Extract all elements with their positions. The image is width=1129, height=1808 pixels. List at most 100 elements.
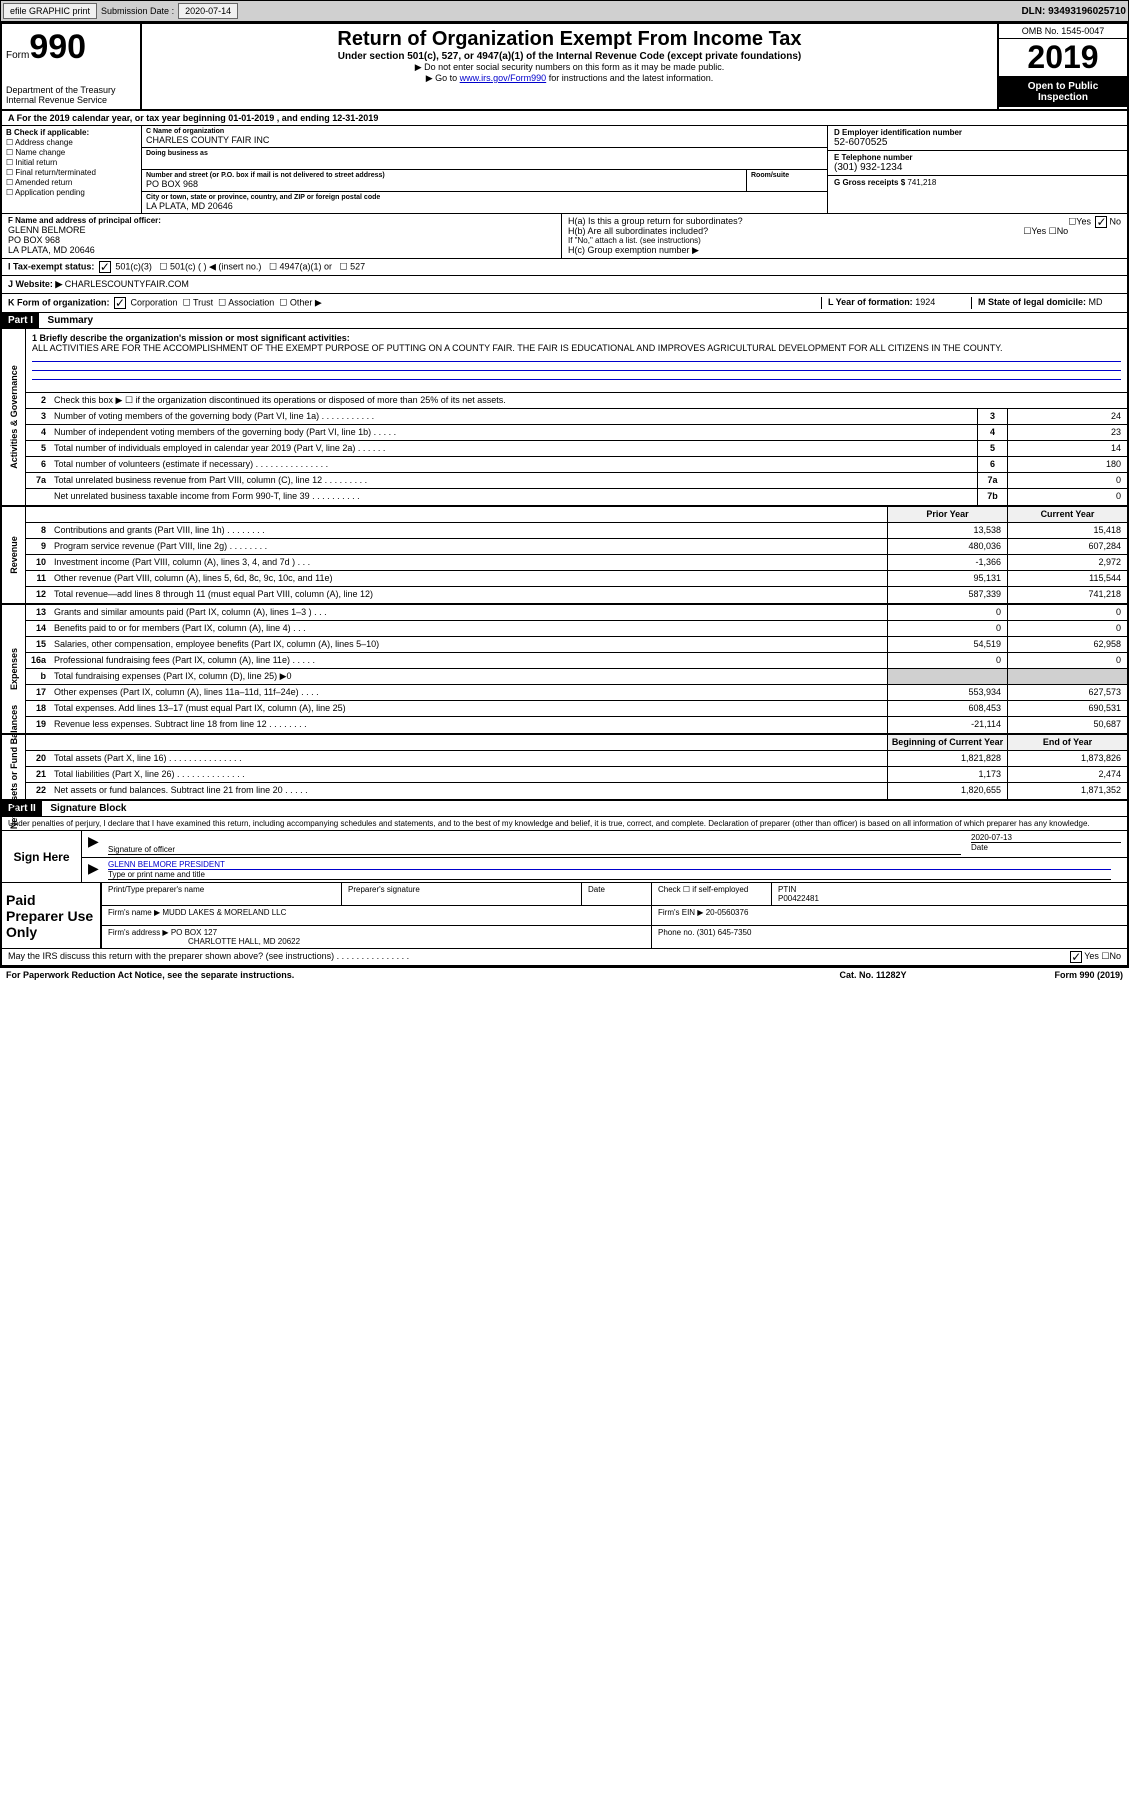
summary-line: 11Other revenue (Part VIII, column (A), … bbox=[26, 571, 1127, 587]
side-revenue: Revenue bbox=[9, 536, 19, 574]
year-formed: 1924 bbox=[915, 297, 935, 307]
efile-badge: efile GRAPHIC print bbox=[3, 3, 97, 19]
page-footer: For Paperwork Reduction Act Notice, see … bbox=[0, 968, 1129, 982]
preparer-date-label: Date bbox=[582, 883, 652, 905]
topbar: efile GRAPHIC print Submission Date : 20… bbox=[0, 0, 1129, 22]
dln: DLN: 93493196025710 bbox=[1021, 6, 1126, 17]
org-name: CHARLES COUNTY FAIR INC bbox=[146, 135, 823, 145]
ein-label: D Employer identification number bbox=[834, 128, 1121, 137]
summary-line: 17Other expenses (Part IX, column (A), l… bbox=[26, 685, 1127, 701]
summary-line: 13Grants and similar amounts paid (Part … bbox=[26, 605, 1127, 621]
summary-line: 20Total assets (Part X, line 16) . . . .… bbox=[26, 751, 1127, 767]
sign-here-block: Sign Here ▶ Signature of officer 2020-07… bbox=[2, 831, 1127, 883]
chk-app-pending[interactable]: ☐ Application pending bbox=[6, 188, 137, 197]
chk-corporation[interactable] bbox=[114, 297, 126, 309]
firm-addr2: CHARLOTTE HALL, MD 20622 bbox=[108, 937, 300, 946]
discuss-row: May the IRS discuss this return with the… bbox=[2, 949, 1127, 966]
summary-line: 3Number of voting members of the governi… bbox=[26, 409, 1127, 425]
form-number: 990 bbox=[29, 28, 86, 67]
chk-final-return[interactable]: ☐ Final return/terminated bbox=[6, 168, 137, 177]
summary-line: 22Net assets or fund balances. Subtract … bbox=[26, 783, 1127, 799]
header-right: OMB No. 1545-0047 2019 Open to Public In… bbox=[997, 24, 1127, 109]
summary-line: 12Total revenue—add lines 8 through 11 (… bbox=[26, 587, 1127, 603]
firm-ein: 20-0560376 bbox=[706, 908, 749, 917]
summary-line: 19Revenue less expenses. Subtract line 1… bbox=[26, 717, 1127, 733]
tax-period-row: A For the 2019 calendar year, or tax yea… bbox=[2, 111, 1127, 126]
summary-line: 14Benefits paid to or for members (Part … bbox=[26, 621, 1127, 637]
sign-here-label: Sign Here bbox=[2, 831, 82, 882]
summary-line: 8Contributions and grants (Part VIII, li… bbox=[26, 523, 1127, 539]
room-label: Room/suite bbox=[751, 172, 823, 179]
summary-line: 5Total number of individuals employed in… bbox=[26, 441, 1127, 457]
chk-name-change[interactable]: ☐ Name change bbox=[6, 148, 137, 157]
form-title: Return of Organization Exempt From Incom… bbox=[146, 28, 993, 51]
discuss-yes[interactable] bbox=[1070, 951, 1082, 963]
chk-501c3[interactable] bbox=[99, 261, 111, 273]
sig-officer-label: Signature of officer bbox=[108, 845, 961, 854]
header-middle: Return of Organization Exempt From Incom… bbox=[142, 24, 997, 109]
form-header: Form 990 Department of the Treasury Inte… bbox=[2, 24, 1127, 111]
section-c: C Name of organization CHARLES COUNTY FA… bbox=[142, 126, 827, 213]
gross-receipts-label: G Gross receipts $ bbox=[834, 178, 905, 187]
revenue-section: Revenue Prior Year Current Year 8Contrib… bbox=[2, 507, 1127, 605]
officer-addr2: LA PLATA, MD 20646 bbox=[8, 245, 555, 255]
ha-label: H(a) Is this a group return for subordin… bbox=[568, 216, 743, 226]
firm-phone: (301) 645-7350 bbox=[697, 928, 752, 937]
section-klm: K Form of organization: Corporation ☐ Tr… bbox=[2, 294, 1127, 313]
side-governance: Activities & Governance bbox=[9, 365, 19, 469]
section-h: H(a) Is this a group return for subordin… bbox=[562, 214, 1127, 258]
form-note-ssn: ▶ Do not enter social security numbers o… bbox=[146, 62, 993, 73]
form-org-label: K Form of organization: bbox=[8, 297, 110, 307]
paperwork-notice: For Paperwork Reduction Act Notice, see … bbox=[6, 970, 773, 980]
state-domicile: MD bbox=[1089, 297, 1103, 307]
summary-line: 16aProfessional fundraising fees (Part I… bbox=[26, 653, 1127, 669]
summary-line: 7aTotal unrelated business revenue from … bbox=[26, 473, 1127, 489]
chk-amended-return[interactable]: ☐ Amended return bbox=[6, 178, 137, 187]
paid-preparer-block: Paid Preparer Use Only Print/Type prepar… bbox=[2, 883, 1127, 949]
city-label: City or town, state or province, country… bbox=[146, 194, 823, 201]
ptin: P00422481 bbox=[778, 894, 1121, 903]
gross-receipts-value: 741,218 bbox=[907, 178, 936, 187]
ein-value: 52-6070525 bbox=[834, 137, 1121, 148]
tax-year: 2019 bbox=[999, 39, 1127, 77]
prior-year-header: Prior Year bbox=[887, 507, 1007, 522]
chk-address-change[interactable]: ☐ Address change bbox=[6, 138, 137, 147]
summary-line: 18Total expenses. Add lines 13–17 (must … bbox=[26, 701, 1127, 717]
open-to-public: Open to Public Inspection bbox=[999, 77, 1127, 107]
officer-name: GLENN BELMORE bbox=[8, 225, 555, 235]
address: PO BOX 968 bbox=[146, 179, 742, 189]
dba-label: Doing business as bbox=[146, 150, 823, 157]
summary-line: 4Number of independent voting members of… bbox=[26, 425, 1127, 441]
org-name-label: C Name of organization bbox=[146, 128, 823, 135]
ha-no-checkbox[interactable] bbox=[1095, 216, 1107, 228]
self-employed-check[interactable]: Check ☐ if self-employed bbox=[652, 883, 772, 905]
telephone-value: (301) 932-1234 bbox=[834, 162, 1121, 173]
hc-label: H(c) Group exemption number ▶ bbox=[568, 245, 1121, 256]
address-label: Number and street (or P.O. box if mail i… bbox=[146, 172, 742, 179]
summary-line: 6Total number of volunteers (estimate if… bbox=[26, 457, 1127, 473]
city: LA PLATA, MD 20646 bbox=[146, 201, 823, 211]
header-left: Form 990 Department of the Treasury Inte… bbox=[2, 24, 142, 109]
telephone-label: E Telephone number bbox=[834, 153, 1121, 162]
firm-addr: PO BOX 127 bbox=[171, 928, 217, 937]
hb-label: H(b) Are all subordinates included? bbox=[568, 226, 708, 236]
mission-text: ALL ACTIVITIES ARE FOR THE ACCOMPLISHMEN… bbox=[32, 343, 1121, 353]
end-year-header: End of Year bbox=[1007, 735, 1127, 750]
summary-line: 9Program service revenue (Part VIII, lin… bbox=[26, 539, 1127, 555]
part-ii-header: Part II Signature Block bbox=[2, 801, 1127, 817]
preparer-name-label: Print/Type preparer's name bbox=[102, 883, 342, 905]
governance-section: Activities & Governance 1 Briefly descri… bbox=[2, 329, 1127, 507]
submission-date: 2020-07-14 bbox=[178, 3, 238, 19]
catalog-number: Cat. No. 11282Y bbox=[773, 970, 973, 980]
summary-line: Net unrelated business taxable income fr… bbox=[26, 489, 1127, 505]
section-f-h: F Name and address of principal officer:… bbox=[2, 214, 1127, 259]
summary-line: 2Check this box ▶ ☐ if the organization … bbox=[26, 393, 1127, 409]
preparer-sig-label: Preparer's signature bbox=[342, 883, 582, 905]
form-label: Form bbox=[6, 50, 29, 61]
section-j: J Website: ▶ CHARLESCOUNTYFAIR.COM bbox=[2, 276, 1127, 294]
irs-link[interactable]: www.irs.gov/Form990 bbox=[460, 73, 547, 83]
chk-initial-return[interactable]: ☐ Initial return bbox=[6, 158, 137, 167]
mission-box: 1 Briefly describe the organization's mi… bbox=[26, 329, 1127, 393]
sig-name: GLENN BELMORE PRESIDENT bbox=[108, 860, 1111, 870]
website-label: J Website: ▶ bbox=[8, 279, 62, 290]
